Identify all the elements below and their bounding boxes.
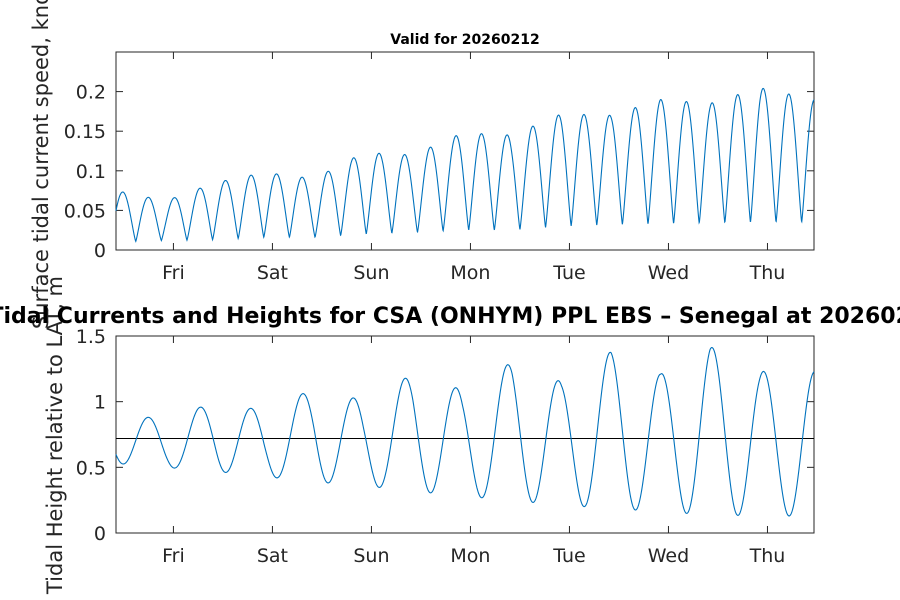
- current-speed-y-tick-label: 0.15: [64, 121, 106, 143]
- current-speed-y-tick-label: 0.1: [76, 161, 106, 183]
- figure-title: Tidal Currents and Heights for CSA (ONHY…: [0, 304, 900, 329]
- tidal-height-x-ticks: Fri Sat Sun Mon Tue Wed Thu: [162, 336, 785, 567]
- current-speed-axes: 0 0.05 0.1 0.15 0.2 Fri Sat Sun Mon Tue Wed Thu Va…: [29, 0, 815, 329]
- current-speed-plot-area: [115, 51, 815, 251]
- current-speed-series-line: [115, 87, 815, 243]
- tidal-height-y-ticks: 0 0.5 1 1.5: [76, 326, 814, 545]
- tidal-height-y-tick-label: 1: [94, 392, 106, 414]
- tidal-height-x-tick-label: Tue: [552, 545, 585, 567]
- current-speed-y-tick-label: 0.05: [64, 200, 106, 222]
- current-speed-x-tick-label: Thu: [749, 262, 786, 284]
- current-speed-chart-title: Valid for 20260212: [390, 32, 539, 48]
- current-speed-y-tick-label: 0.2: [76, 82, 106, 104]
- current-speed-x-tick-label: Tue: [552, 262, 585, 284]
- current-speed-y-tick-label: 0: [94, 240, 106, 262]
- tidal-height-y-tick-label: 1.5: [76, 326, 106, 348]
- current-speed-x-tick-label: Wed: [648, 262, 689, 284]
- tidal-height-axes: 0 0.5 1 1.5 Fri Sat Sun Mon Tue Wed Thu Tidal Hei…: [43, 276, 815, 595]
- tidal-height-x-tick-label: Fri: [162, 545, 185, 567]
- tidal-height-x-tick-label: Thu: [749, 545, 786, 567]
- tidal-height-y-axis-label: Tidal Height relative to LAT, m: [43, 276, 67, 595]
- current-speed-x-tick-label: Sat: [257, 262, 288, 284]
- current-speed-x-tick-label: Fri: [162, 262, 185, 284]
- tidal-height-x-tick-label: Sun: [353, 545, 389, 567]
- current-speed-y-ticks: 0 0.05 0.1 0.15 0.2: [64, 82, 814, 262]
- tidal-height-y-tick-label: 0.5: [76, 457, 106, 479]
- tidal-height-plot-area: [115, 335, 815, 534]
- current-speed-x-ticks: Fri Sat Sun Mon Tue Wed Thu: [162, 52, 785, 284]
- tidal-height-x-tick-label: Sat: [257, 545, 288, 567]
- current-speed-y-axis-label: Surface tidal current speed, knots: [29, 0, 53, 329]
- tidal-height-y-tick-label: 0: [94, 523, 106, 545]
- tidal-height-series-line: [115, 346, 815, 517]
- tidal-height-x-tick-label: Mon: [450, 545, 490, 567]
- current-speed-x-tick-label: Sun: [353, 262, 389, 284]
- tidal-height-x-tick-label: Wed: [648, 545, 689, 567]
- current-speed-x-tick-label: Mon: [450, 262, 490, 284]
